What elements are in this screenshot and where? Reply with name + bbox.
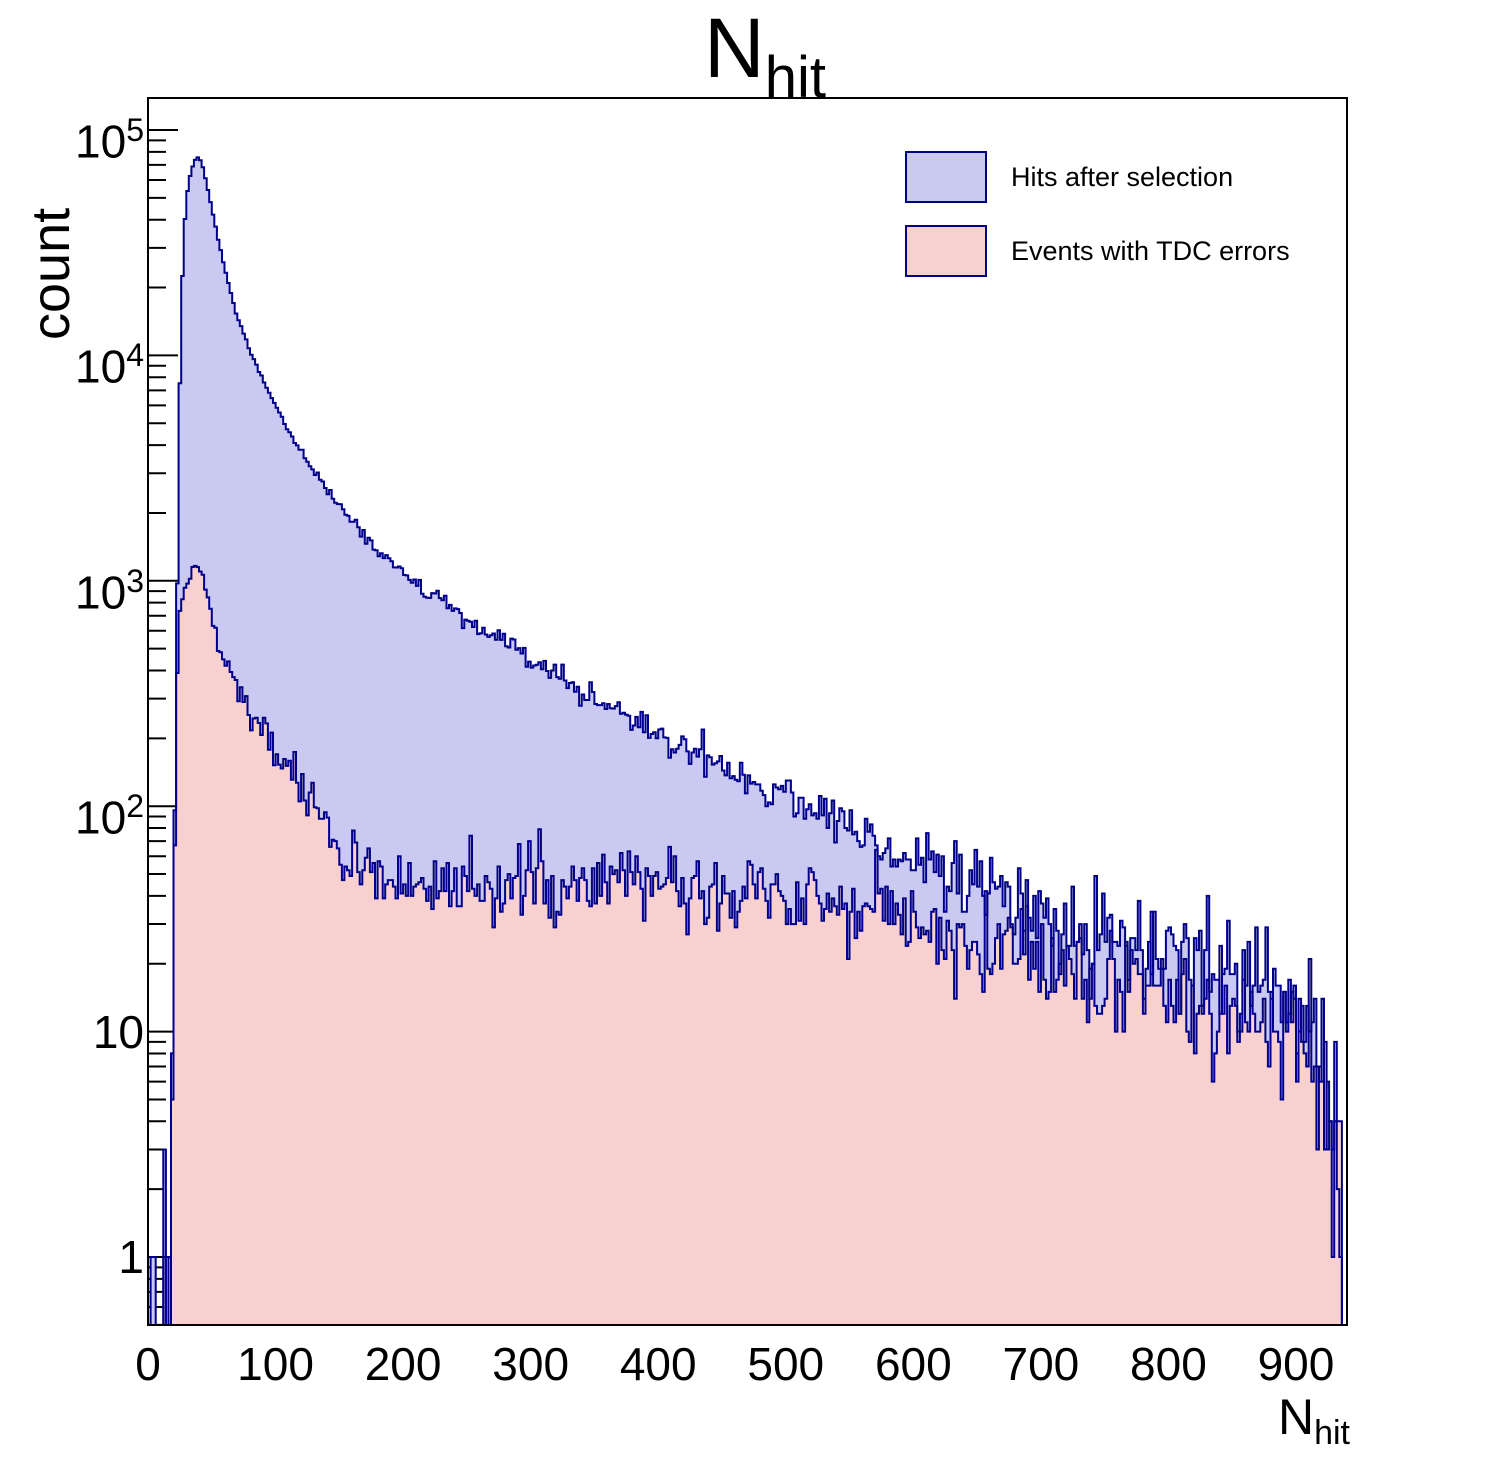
hist-fill-events-with-tdc-errors	[148, 565, 1347, 1325]
hist-outline-events-with-tdc-errors	[148, 564, 1347, 1326]
hist-outline-hits-after-selection	[148, 156, 1347, 1326]
plot-frame	[147, 97, 1348, 1326]
